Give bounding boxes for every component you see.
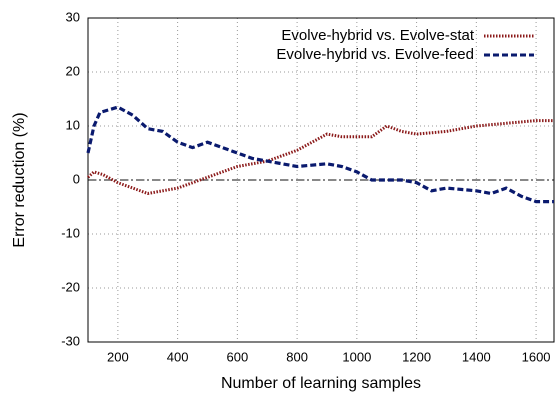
legend-label: Evolve-hybrid vs. Evolve-feed bbox=[276, 46, 474, 63]
series-line bbox=[86, 105, 554, 204]
y-tick-label: 20 bbox=[66, 63, 80, 78]
x-tick-label: 1000 bbox=[342, 349, 371, 364]
y-tick-label: -30 bbox=[61, 333, 80, 348]
plot-frame bbox=[87, 17, 555, 343]
x-tick-label: 1600 bbox=[522, 349, 551, 364]
y-axis-label: Error reduction (%) bbox=[11, 112, 28, 247]
x-tick-label: 400 bbox=[167, 349, 189, 364]
x-axis-label: Number of learning samples bbox=[221, 375, 421, 392]
series-line bbox=[86, 119, 554, 196]
y-tick-label: 10 bbox=[66, 117, 80, 132]
x-tick-label: 1400 bbox=[462, 349, 491, 364]
y-tick-label: -20 bbox=[61, 279, 80, 294]
x-tick-label: 600 bbox=[227, 349, 249, 364]
y-tick-label: 0 bbox=[73, 171, 80, 186]
x-tick-label: 1200 bbox=[402, 349, 431, 364]
legend-label: Evolve-hybrid vs. Evolve-stat bbox=[281, 27, 474, 44]
y-tick-label: 30 bbox=[66, 9, 80, 24]
x-tick-label: 800 bbox=[286, 349, 308, 364]
y-tick-label: -10 bbox=[61, 225, 80, 240]
x-tick-label: 200 bbox=[107, 349, 129, 364]
